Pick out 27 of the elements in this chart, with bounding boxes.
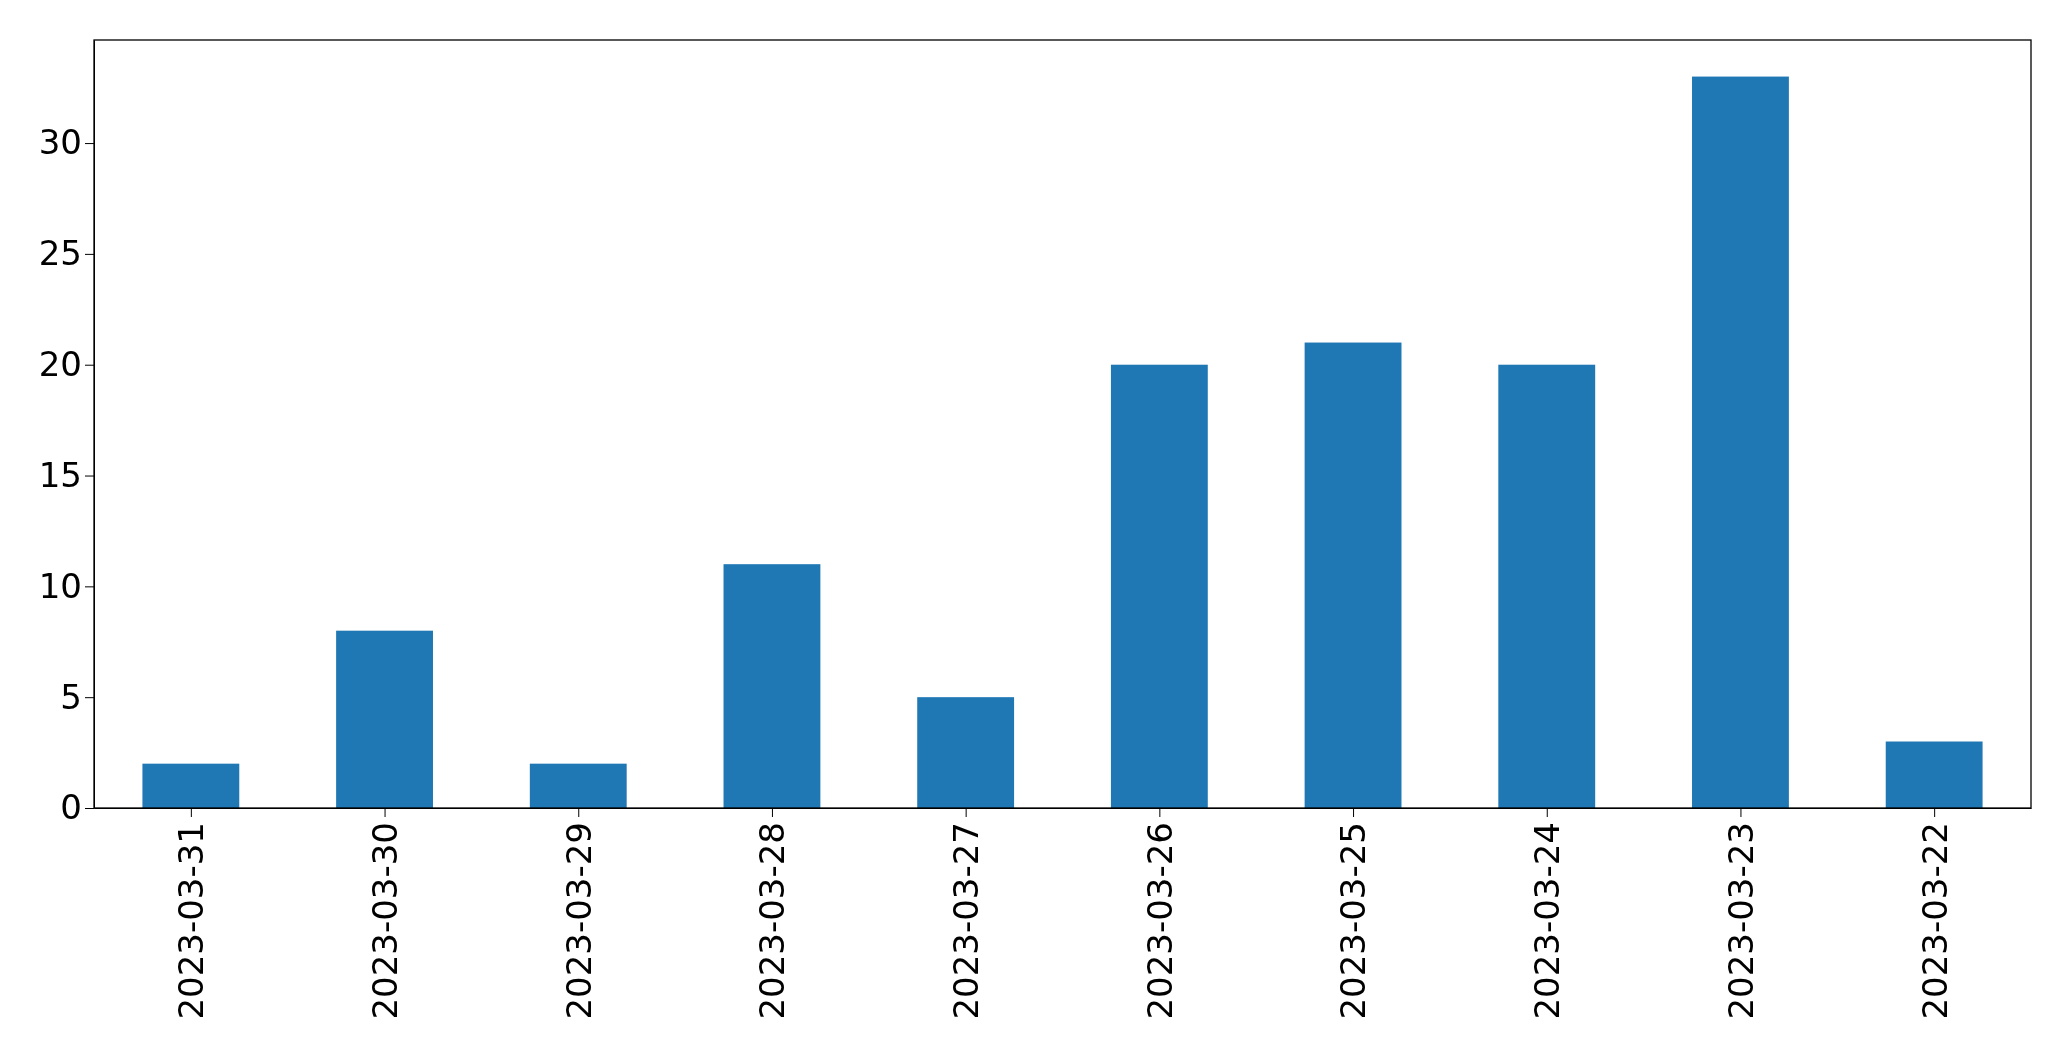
bar xyxy=(336,630,433,808)
x-tick-label: 2023-03-23 xyxy=(1720,822,1761,1020)
y-tick-label: 30 xyxy=(38,122,82,163)
x-tick-label: 2023-03-28 xyxy=(752,822,793,1020)
bar xyxy=(1304,342,1402,808)
bar xyxy=(142,763,240,808)
x-tick-label: 2023-03-27 xyxy=(946,822,987,1020)
bar xyxy=(1692,76,1789,808)
bar xyxy=(1885,741,1983,808)
x-tick-label: 2023-03-24 xyxy=(1527,822,1568,1020)
x-tick-label: 2023-03-30 xyxy=(364,822,405,1020)
x-tick-label: 2023-03-22 xyxy=(1914,822,1955,1020)
bar xyxy=(529,763,627,808)
bar xyxy=(1110,364,1208,808)
bar xyxy=(1498,364,1596,808)
y-tick-label: 5 xyxy=(60,676,82,717)
x-tick-label: 2023-03-31 xyxy=(171,822,212,1020)
x-tick-label: 2023-03-29 xyxy=(558,822,599,1020)
bar xyxy=(917,697,1015,808)
bar xyxy=(723,564,821,808)
y-tick-label: 20 xyxy=(38,344,82,385)
y-tick-label: 0 xyxy=(60,787,82,828)
y-tick-label: 25 xyxy=(38,233,82,274)
y-tick-label: 10 xyxy=(38,565,82,606)
y-tick-label: 15 xyxy=(38,454,82,495)
x-tick-label: 2023-03-26 xyxy=(1139,822,1180,1020)
x-tick-label: 2023-03-25 xyxy=(1333,822,1374,1020)
